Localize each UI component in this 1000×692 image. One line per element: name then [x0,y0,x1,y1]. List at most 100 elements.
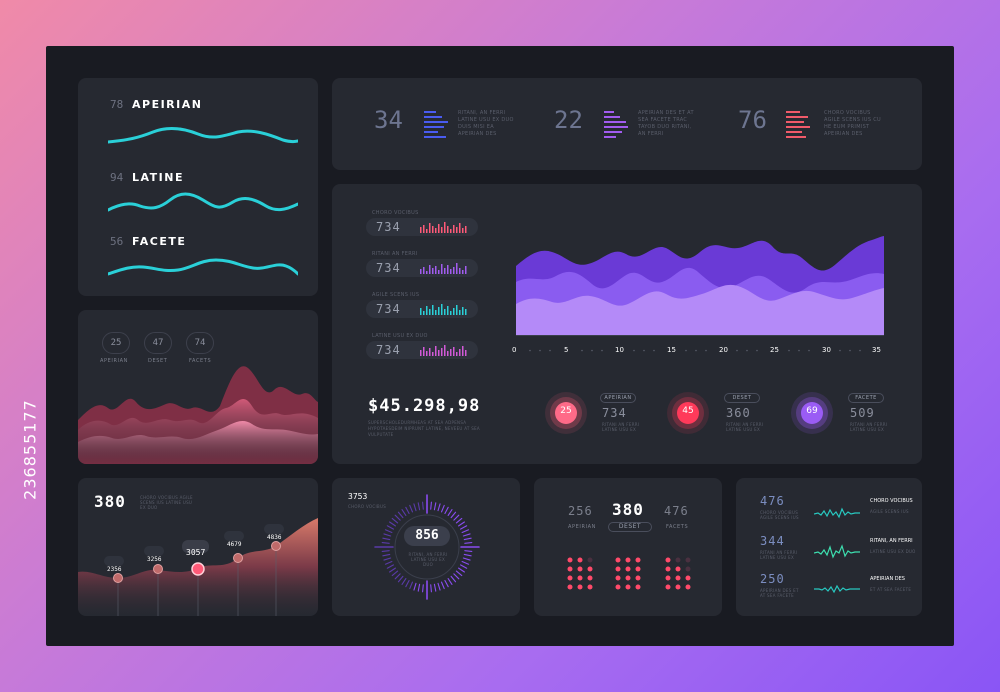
wave-value-1: 78 [110,98,124,111]
radial-tick [401,509,407,516]
list-item-2-title: RITANI, AN FERRI [870,538,913,544]
area-point-label-1[interactable]: 2356 [104,556,125,573]
radial-tick [447,578,453,585]
radial-panel: 3753 CHORO VOCIBUS 856 RITANI, AN FERRI … [332,478,520,616]
x-tick-2: 10 [615,346,624,354]
radial-tick [433,502,437,511]
list-item-2-caption: RITANI AN FERRI LATINE USU EX [760,550,798,560]
ridge-stat-value-2: 47 [152,338,164,348]
top-stat-text-2: APEIRIAN DES ET AT SEA FACETE TRAC TAYOB… [638,110,694,137]
list-item-3-caption: APEIRIAN DES ET AT SEA FACETE [760,588,799,598]
top-stat-value-1: 34 [374,106,403,134]
top-stat-bars-3 [786,111,810,138]
wave-label-2: LATINE [132,171,184,184]
area-point-label-4[interactable]: 4679 [224,531,245,548]
gauge-1[interactable]: 25 [544,391,588,435]
ridge-stat-3: 74 [186,332,214,354]
radial-gauge [374,494,480,600]
ridge-stat-1: 25 [102,332,130,354]
top-stat-value-2: 22 [554,106,583,134]
gauge-2-tag: DESET [724,393,760,403]
radial-tick [458,567,465,573]
area-point-value-3: 3057 [186,548,206,557]
main-row-4[interactable]: 734 [366,341,478,359]
area-point-label-5[interactable]: 4836 [264,524,285,541]
ridge-stat-label-2: DESET [148,358,168,364]
area-chart [78,518,318,616]
list-item-1-sub: AGILE SCENS IUS [870,509,909,514]
x-tick-1: 5 [564,346,569,354]
gauge-1-caption: RITANI AN FERRI LATINE USU EX [602,422,640,432]
top-stat-text-3: CHORO VOCIBUS AGILE SCENS IUS CU HE EUM … [824,110,881,137]
x-axis-dots [529,349,861,352]
area-point-value-1: 2356 [107,566,122,573]
dots-center-num: 380 [612,500,644,519]
list-item-3-sub: ET AT SEA FACETE [870,587,912,592]
list-item-1-title: CHORO VOCIBUS [870,498,913,504]
area-title: 380 [94,492,126,511]
wave-line-2 [108,192,298,212]
ridge-stat-2: 47 [144,332,172,354]
radial-tick [462,533,471,537]
gauge-1-tag: APEIRIAN [600,393,636,403]
dots-left-num: 256 [568,504,593,518]
radial-caption: RITANI, AN FERRI LATINE USU EX DUO [408,552,448,567]
radial-tick [464,550,473,552]
radial-tick [382,553,391,557]
main-row-caption-4: LATINE USU EX DUO [372,333,428,339]
radial-tick [453,514,460,521]
gauge-1-num: 25 [560,406,572,416]
main-row-1[interactable]: 734 [366,218,478,236]
dots-matrix [567,557,691,590]
ridge-stat-value-1: 25 [110,338,122,348]
area-caption: CHORO VOCIBUS AGILE SCENS IUS LATINE USU… [140,495,193,510]
x-tick-0: 0 [512,346,517,354]
gauge-3-ring [791,392,833,434]
radial-tick [440,504,445,513]
radial-tick [430,584,432,593]
list-item-1-num: 476 [760,494,785,508]
radial-tick [422,584,424,593]
gauge-3[interactable]: 69 [790,391,834,435]
gauge-2[interactable]: 45 [666,391,710,435]
area-panel: 380 CHORO VOCIBUS AGILE SCENS IUS LATINE… [78,478,318,616]
radial-tick [401,578,407,585]
radial-tick [409,504,414,513]
gauge-3-value: 509 [850,406,875,420]
area-point-label-2[interactable]: 3256 [144,546,165,563]
radial-tick [383,533,392,537]
x-tick-3: 15 [667,346,676,354]
radial-tick [437,582,441,591]
waves-panel: 78 APEIRIAN 94 LATINE 56 FACETE [78,78,318,296]
dots-center-label[interactable]: DESET [608,522,652,532]
radial-tick [450,511,457,519]
main-row-3[interactable]: 734 [366,300,478,318]
radial-tick [464,542,473,544]
radial-tick [391,570,399,577]
main-row-value-3: 734 [376,302,401,316]
side-code: 236855177 [20,399,40,500]
main-row-bars-4 [420,345,467,356]
radial-tick [455,570,463,577]
gauge-1-value: 734 [602,406,627,420]
gauge-2-num: 45 [682,406,694,416]
top-stats-panel: 34 RITANI, AN FERRI LATINE USU EX DUO DU… [332,78,922,170]
radial-tick [430,501,432,510]
radial-center: 856 [404,526,450,546]
top-stat-bars-2 [604,111,628,138]
radial-tick [417,502,421,511]
main-row-caption-2: RITANI AN FERRI [372,251,418,257]
radial-tick [381,550,390,552]
list-item-3-wave [814,584,860,594]
wave-value-2: 94 [110,171,124,184]
radial-tick [433,583,437,592]
area-point-label-3[interactable]: 3057 [182,540,210,557]
radial-top-num: 3753 [348,492,368,501]
radial-tick [463,537,472,541]
list-item-1-caption: CHORO VOCIBUS AGILE SCENS IUS [760,510,799,520]
radial-tick [453,573,460,580]
radial-tick [384,529,393,534]
gauge-3-tag: FACETE [848,393,884,403]
main-row-2[interactable]: 734 [366,259,478,277]
dots-left-label: APEIRIAN [568,524,596,530]
